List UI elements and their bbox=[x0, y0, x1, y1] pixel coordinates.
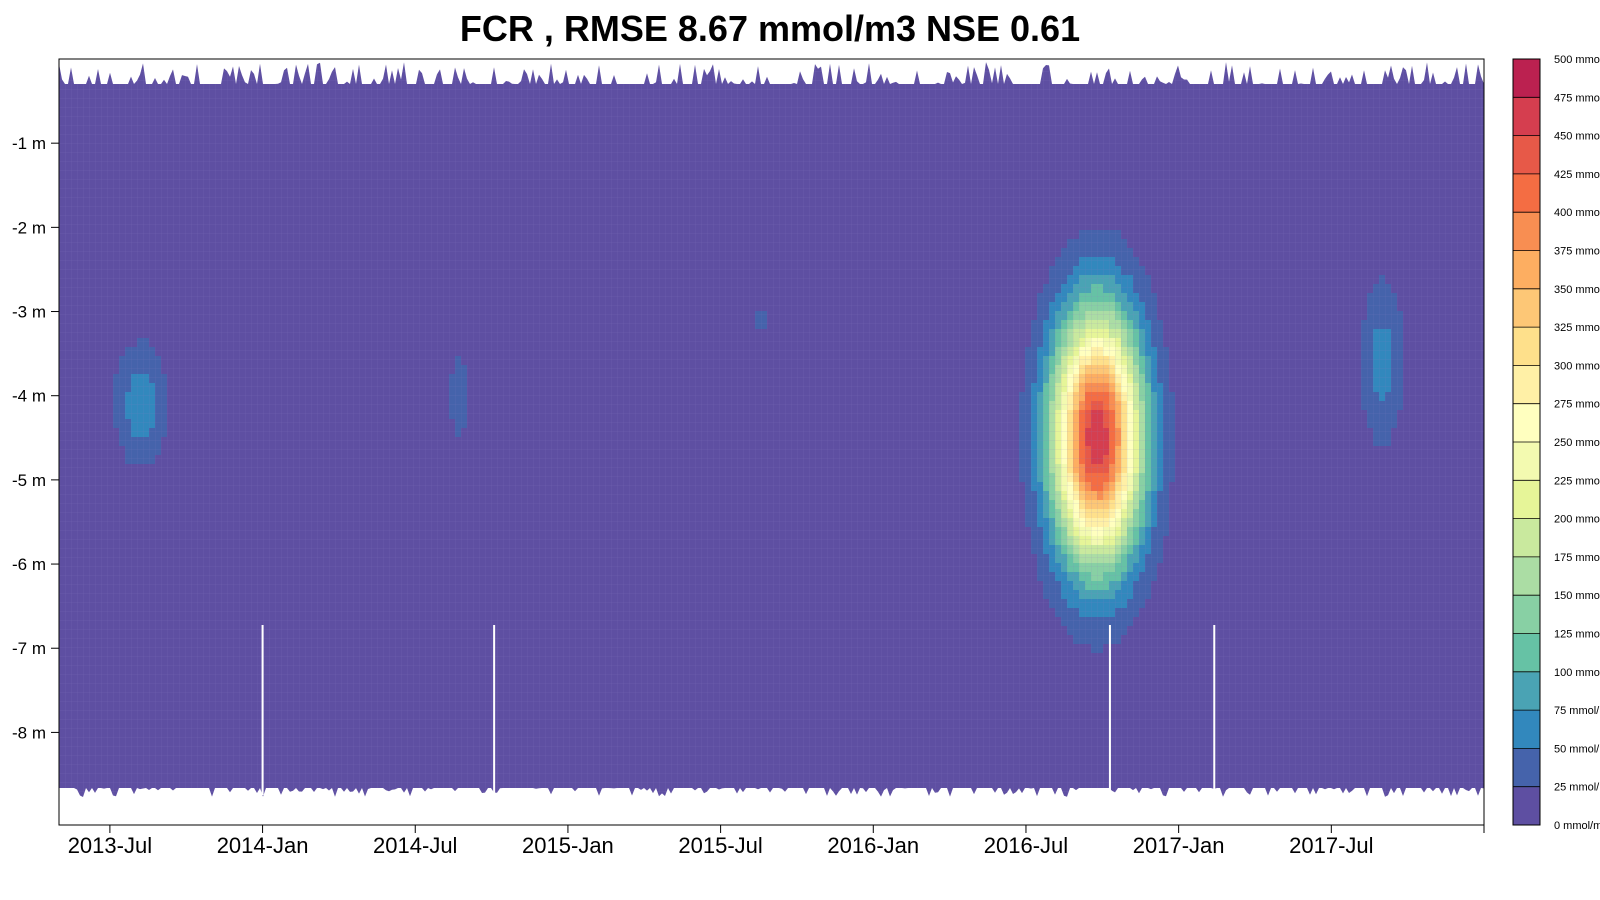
heatmap-plot-area bbox=[59, 59, 1484, 825]
chart-title: FCR , RMSE 8.67 mmol/m3 NSE 0.61 bbox=[0, 8, 1540, 50]
